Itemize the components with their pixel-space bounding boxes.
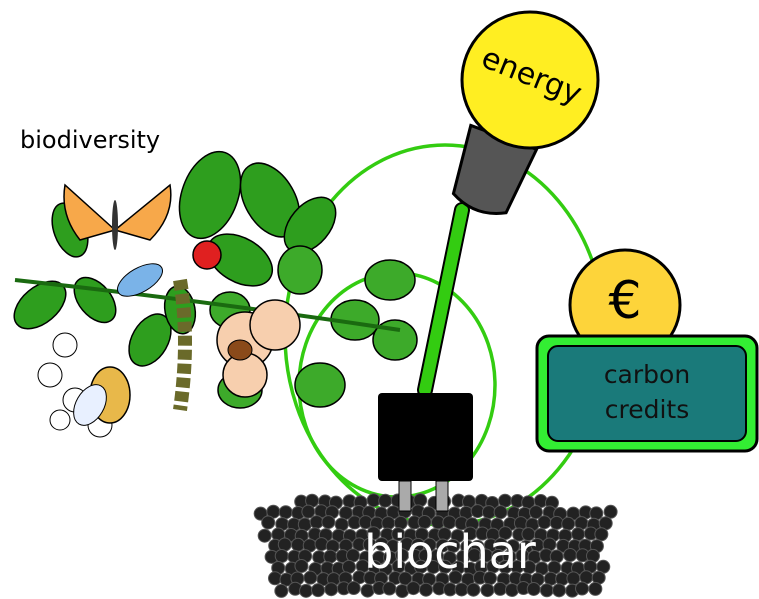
prong (399, 481, 411, 511)
char-granule (540, 584, 553, 597)
leaf (278, 246, 322, 294)
char-granule (379, 494, 392, 507)
char-granule (322, 516, 335, 529)
char-granule (310, 516, 323, 529)
diagram: biodiversity energy € carbon credits bio… (0, 0, 759, 599)
char-granule (361, 584, 374, 597)
credits-label: credits (605, 395, 690, 424)
ladybug (193, 241, 221, 269)
char-granule (550, 516, 563, 529)
char-granule (275, 584, 288, 597)
char-granule (298, 518, 311, 531)
char-granule (576, 582, 589, 595)
char-granule (467, 583, 480, 596)
butterfly-body (112, 200, 118, 250)
plants (5, 143, 417, 437)
char-granule (312, 584, 325, 597)
char-granule (482, 506, 495, 519)
prong (436, 481, 448, 511)
char-granule (420, 583, 433, 596)
page: biodiversity energy € carbon credits bio… (0, 0, 759, 599)
char-granule (538, 516, 551, 529)
char-granule (383, 582, 396, 595)
leaf (295, 363, 345, 407)
char-granule (304, 571, 317, 584)
char-granule (562, 517, 575, 530)
credits-label: carbon (604, 360, 690, 389)
char-granule (407, 582, 420, 595)
char-granule (564, 549, 577, 562)
char-granule (527, 582, 540, 595)
char-granule (268, 572, 281, 585)
char-granule (291, 538, 304, 551)
leaf (66, 270, 124, 330)
hazelnut (228, 340, 252, 360)
plug (378, 393, 473, 481)
char-granule (590, 507, 603, 520)
currency-symbol: € (608, 271, 641, 331)
char-granule (505, 583, 518, 596)
char-granule (295, 560, 308, 573)
char-granule (589, 582, 602, 595)
char-granule (414, 494, 427, 507)
char-granule (553, 584, 566, 597)
char-granule (494, 506, 507, 519)
char-granule (258, 529, 271, 542)
char-granule (347, 582, 360, 595)
char-granule (279, 506, 292, 519)
char-granule (455, 583, 468, 596)
char-granule (325, 583, 338, 596)
char-granule (324, 550, 337, 563)
biochar-label: biochar (364, 525, 536, 579)
char-granule (300, 584, 313, 597)
leaf (168, 143, 251, 247)
char-granule (275, 550, 288, 563)
char-granule (481, 584, 494, 597)
leaf (365, 260, 415, 300)
char-granule (278, 538, 291, 551)
char-granule (572, 528, 585, 541)
cord (425, 210, 462, 390)
char-granule (262, 516, 275, 529)
biodiversity-label: biodiversity (20, 126, 160, 154)
char-granule (494, 582, 507, 595)
char-granule (595, 528, 608, 541)
hazelnut-husk (250, 300, 300, 350)
seed-pod (180, 280, 185, 410)
